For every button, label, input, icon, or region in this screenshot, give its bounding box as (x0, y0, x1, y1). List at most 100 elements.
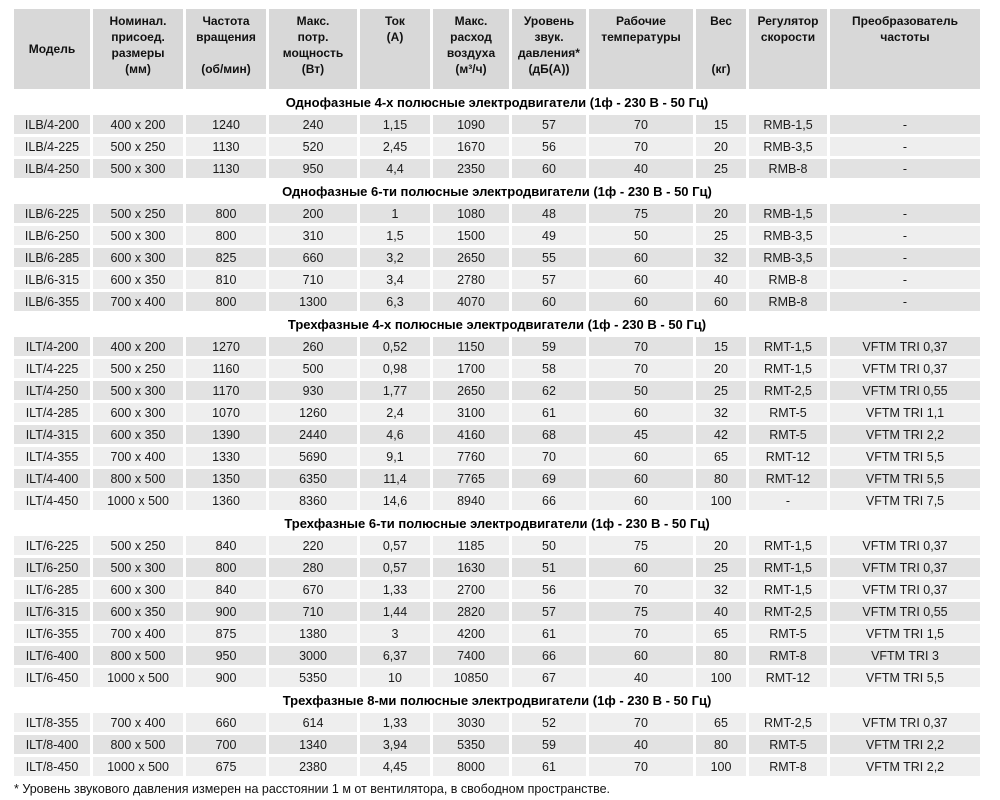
cell-temp: 70 (589, 337, 693, 356)
cell-dimensions: 500 x 300 (93, 159, 183, 178)
cell-rpm: 800 (186, 558, 266, 577)
table-row: ILB/6-225 500 x 250 800 200 1 1080 48 75 20 RMB-1… (14, 204, 980, 223)
cell-regulator: RMT-1,5 (749, 337, 827, 356)
cell-regulator: RMB-1,5 (749, 204, 827, 223)
cell-temp: 75 (589, 602, 693, 621)
cell-current: 4,4 (360, 159, 430, 178)
section-title-row: Трехфазные 6-ти полюсные электродвигател… (14, 513, 980, 533)
cell-current: 3,4 (360, 270, 430, 289)
cell-current: 1,33 (360, 713, 430, 732)
cell-noise: 51 (512, 558, 586, 577)
cell-power: 500 (269, 359, 357, 378)
section-title-row: Трехфазные 4-х полюсные электродвигатели… (14, 314, 980, 334)
cell-weight: 20 (696, 137, 746, 156)
table-row: ILT/8-450 1000 x 500 675 2380 4,45 8000 61 70 10… (14, 757, 980, 776)
cell-current: 3,2 (360, 248, 430, 267)
cell-noise: 57 (512, 115, 586, 134)
cell-noise: 49 (512, 226, 586, 245)
table-header-row: Модель Номинал. присоед. размеры (мм) Част… (14, 9, 980, 89)
cell-current: 0,57 (360, 536, 430, 555)
cell-power: 220 (269, 536, 357, 555)
cell-regulator: RMT-2,5 (749, 713, 827, 732)
cell-airflow: 8000 (433, 757, 509, 776)
cell-noise: 56 (512, 137, 586, 156)
table-row: ILB/4-200 400 x 200 1240 240 1,15 1090 57 70 15 R… (14, 115, 980, 134)
cell-airflow: 2650 (433, 381, 509, 400)
cell-weight: 25 (696, 159, 746, 178)
cell-current: 1,44 (360, 602, 430, 621)
cell-temp: 50 (589, 226, 693, 245)
cell-rpm: 800 (186, 292, 266, 311)
table-row: ILT/6-400 800 x 500 950 3000 6,37 7400 66 60 80 R… (14, 646, 980, 665)
cell-weight: 65 (696, 447, 746, 466)
cell-noise: 66 (512, 491, 586, 510)
cell-model: ILT/6-315 (14, 602, 90, 621)
cell-rpm: 1130 (186, 137, 266, 156)
cell-converter: VFTM TRI 1,5 (830, 624, 980, 643)
cell-power: 3000 (269, 646, 357, 665)
cell-airflow: 7400 (433, 646, 509, 665)
cell-noise: 59 (512, 337, 586, 356)
section-title: Трехфазные 4-х полюсные электродвигатели… (14, 314, 980, 334)
cell-airflow: 3030 (433, 713, 509, 732)
cell-noise: 57 (512, 602, 586, 621)
cell-model: ILB/6-355 (14, 292, 90, 311)
cell-weight: 20 (696, 204, 746, 223)
cell-airflow: 4200 (433, 624, 509, 643)
cell-temp: 60 (589, 491, 693, 510)
cell-current: 6,3 (360, 292, 430, 311)
section-title-row: Однофазные 6-ти полюсные электродвигател… (14, 181, 980, 201)
cell-rpm: 700 (186, 735, 266, 754)
section-title: Однофазные 4-х полюсные электродвигатели… (14, 92, 980, 112)
cell-temp: 60 (589, 646, 693, 665)
cell-converter: VFTM TRI 2,2 (830, 425, 980, 444)
cell-power: 1380 (269, 624, 357, 643)
table-row: ILB/6-285 600 x 300 825 660 3,2 2650 55 60 32 RMB… (14, 248, 980, 267)
cell-airflow: 1630 (433, 558, 509, 577)
table-row: ILT/6-355 700 x 400 875 1380 3 4200 61 70 65 RMT-… (14, 624, 980, 643)
cell-weight: 32 (696, 580, 746, 599)
cell-model: ILT/8-450 (14, 757, 90, 776)
section-title: Однофазные 6-ти полюсные электродвигател… (14, 181, 980, 201)
table-row: ILB/4-250 500 x 300 1130 950 4,4 2350 60 40 25 RM… (14, 159, 980, 178)
cell-weight: 65 (696, 624, 746, 643)
cell-temp: 70 (589, 624, 693, 643)
cell-dimensions: 600 x 300 (93, 580, 183, 599)
cell-noise: 66 (512, 646, 586, 665)
cell-power: 240 (269, 115, 357, 134)
cell-weight: 32 (696, 248, 746, 267)
cell-weight: 80 (696, 469, 746, 488)
cell-dimensions: 600 x 300 (93, 248, 183, 267)
cell-noise: 59 (512, 735, 586, 754)
cell-weight: 15 (696, 337, 746, 356)
cell-model: ILT/6-225 (14, 536, 90, 555)
cell-temp: 75 (589, 204, 693, 223)
cell-airflow: 5350 (433, 735, 509, 754)
cell-noise: 61 (512, 403, 586, 422)
section-title: Трехфазные 8-ми полюсные электродвигател… (14, 690, 980, 710)
cell-dimensions: 500 x 300 (93, 558, 183, 577)
cell-noise: 62 (512, 381, 586, 400)
cell-current: 11,4 (360, 469, 430, 488)
cell-noise: 60 (512, 159, 586, 178)
column-header-airflow: Макс. расход воздуха (м³/ч) (433, 9, 509, 89)
cell-weight: 40 (696, 270, 746, 289)
cell-regulator: RMT-5 (749, 735, 827, 754)
cell-airflow: 8940 (433, 491, 509, 510)
cell-weight: 15 (696, 115, 746, 134)
cell-regulator: RMB-3,5 (749, 226, 827, 245)
cell-airflow: 4160 (433, 425, 509, 444)
cell-current: 10 (360, 668, 430, 687)
cell-regulator: RMT-5 (749, 403, 827, 422)
cell-current: 2,45 (360, 137, 430, 156)
cell-weight: 65 (696, 713, 746, 732)
cell-weight: 42 (696, 425, 746, 444)
cell-airflow: 10850 (433, 668, 509, 687)
cell-dimensions: 500 x 250 (93, 359, 183, 378)
table-row: ILT/4-225 500 x 250 1160 500 0,98 1700 58 70 20 R… (14, 359, 980, 378)
cell-model: ILB/4-200 (14, 115, 90, 134)
cell-regulator: RMT-2,5 (749, 381, 827, 400)
cell-temp: 60 (589, 248, 693, 267)
cell-noise: 50 (512, 536, 586, 555)
cell-rpm: 950 (186, 646, 266, 665)
